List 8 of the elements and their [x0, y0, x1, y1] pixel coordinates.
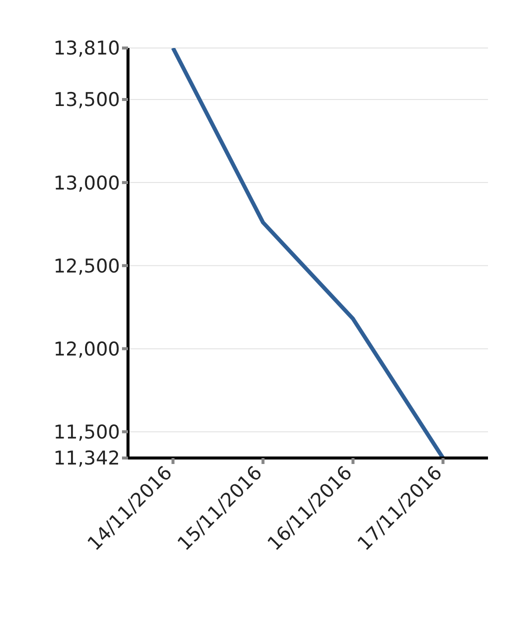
y-tick-label: 12,500 [54, 255, 120, 278]
y-tick-label: 11,500 [54, 421, 120, 444]
y-tick-label: 13,810 [54, 38, 120, 60]
y-tick-label: 11,342 [54, 448, 120, 470]
y-tick-label: 12,000 [54, 338, 120, 360]
line-series [171, 48, 445, 458]
y-tick-label: 13,000 [54, 172, 120, 194]
y-tick-label: 13,500 [54, 89, 120, 112]
